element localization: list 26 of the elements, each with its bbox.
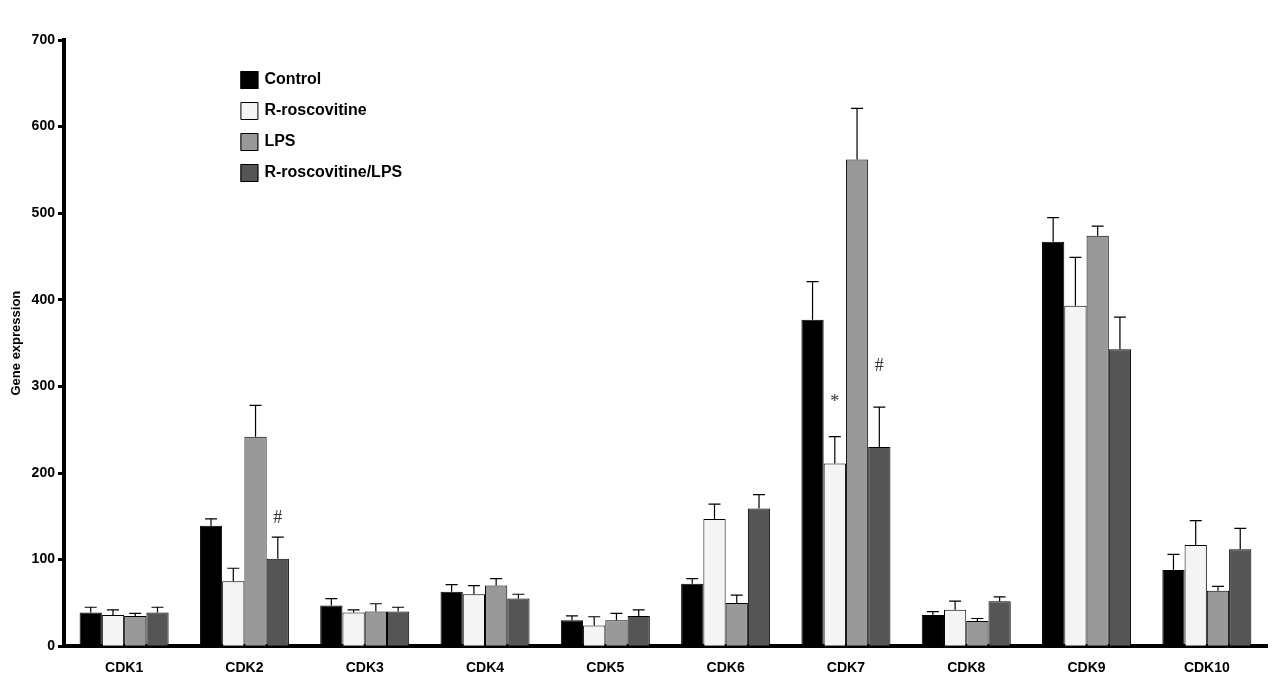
x-tick-label: CDK5 (586, 659, 625, 676)
legend-label: LPS (264, 132, 296, 150)
x-tick-label: CDK8 (947, 659, 986, 676)
y-tick-label: 300 (31, 377, 56, 394)
x-tick-label: CDK10 (1183, 659, 1231, 676)
y-tick-label: 100 (31, 550, 56, 567)
y-tick-label: 500 (31, 204, 56, 221)
x-tick-label: CDK9 (1067, 659, 1106, 676)
x-tick-label: CDK4 (465, 659, 505, 676)
x-tick-label: CDK6 (706, 659, 745, 676)
annotation: * (830, 391, 840, 412)
x-tick-label: CDK7 (826, 659, 866, 676)
legend-label: Control (264, 70, 322, 88)
legend-label: R-roscovitine/LPS (264, 163, 403, 181)
x-tick-label: CDK3 (345, 659, 384, 676)
annotation: # (273, 507, 283, 528)
y-axis-title: Gene expression (8, 290, 24, 396)
y-tick-label: 200 (31, 463, 56, 480)
y-tick-label: 700 (31, 30, 56, 47)
y-tick-label: 0 (47, 637, 56, 654)
y-tick-label: 600 (31, 117, 56, 134)
legend-label: R-roscovitine (264, 101, 367, 119)
x-tick-label: CDK2 (225, 659, 264, 676)
y-tick-label: 400 (31, 290, 56, 307)
x-tick-label: CDK1 (105, 659, 144, 676)
annotation: # (874, 354, 884, 375)
